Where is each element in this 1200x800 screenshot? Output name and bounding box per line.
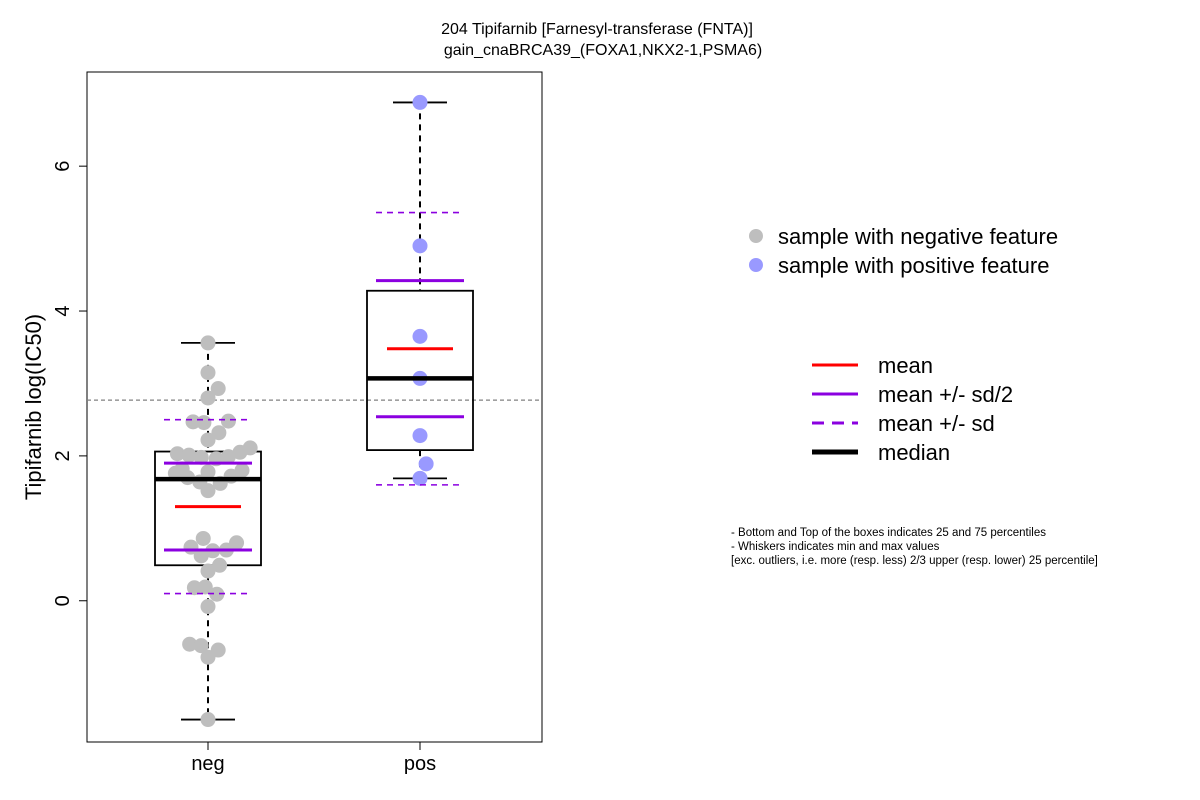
point-neg-25: [195, 530, 211, 546]
point-neg-13: [193, 449, 209, 465]
group-pos: [366, 94, 474, 486]
point-pos-4: [412, 428, 428, 444]
point-neg-2: [210, 381, 226, 397]
point-neg-8: [200, 432, 216, 448]
chart-title-line2: gain_cnaBRCA39_(FOXA1,NKX2-1,PSMA6): [444, 42, 762, 59]
point-neg-20: [234, 462, 250, 478]
legend-line-label-3: median: [878, 440, 950, 465]
point-neg-5: [196, 415, 212, 431]
point-pos-6: [412, 470, 428, 486]
point-neg-10: [232, 444, 248, 460]
point-neg-27: [193, 548, 209, 564]
point-neg-0: [200, 335, 216, 351]
point-neg-41: [200, 712, 216, 728]
point-neg-18: [200, 464, 216, 480]
y-tick-label-4: 4: [52, 305, 74, 316]
point-neg-6: [220, 413, 236, 429]
point-neg-11: [169, 446, 185, 462]
point-neg-3: [200, 390, 216, 406]
point-neg-33: [186, 580, 202, 596]
legend-line-label-2: mean +/- sd: [878, 411, 995, 436]
point-neg-38: [193, 638, 209, 654]
legend-marker-0: [749, 229, 763, 243]
footnotes: - Bottom and Top of the boxes indicates …: [731, 527, 1098, 567]
point-neg-7: [211, 425, 227, 441]
plot-layer: 0 2 4 6 neg pos: [52, 94, 542, 775]
legend-line-label-0: mean: [878, 353, 933, 378]
chart-title-line1: 204 Tipifarnib [Farnesyl-transferase (FN…: [441, 21, 753, 38]
legend-label-1: sample with positive feature: [778, 253, 1049, 278]
point-neg-31: [212, 557, 228, 573]
point-neg-4: [185, 414, 201, 430]
legend-line-label-1: mean +/- sd/2: [878, 382, 1013, 407]
point-neg-35: [209, 586, 225, 602]
point-neg-34: [197, 579, 213, 595]
footnote-1: - Whiskers indicates min and max values: [731, 541, 940, 553]
y-tick-label-0: 0: [52, 595, 74, 606]
y-axis-label: Tipifarnib log(IC50): [21, 314, 46, 500]
box-pos: [366, 289, 474, 451]
x-tick-label-pos: pos: [404, 753, 436, 775]
footnote-0: - Bottom and Top of the boxes indicates …: [731, 527, 1046, 539]
group-neg: [154, 335, 262, 728]
point-neg-40: [200, 649, 216, 665]
point-pos-1: [412, 238, 428, 254]
x-tick-label-neg: neg: [191, 753, 224, 775]
point-neg-12: [181, 447, 197, 463]
legend: sample with negative feature sample with …: [749, 224, 1058, 465]
plot-area-frame: [86, 71, 543, 743]
point-neg-24: [200, 483, 216, 499]
point-neg-1: [200, 365, 216, 381]
point-neg-36: [200, 599, 216, 615]
point-pos-2: [412, 328, 428, 344]
legend-marker-1: [749, 258, 763, 272]
point-pos-0: [412, 94, 428, 110]
point-pos-5: [418, 456, 434, 472]
footnote-2: [exc. outliers, i.e. more (resp. less) 2…: [731, 555, 1098, 567]
y-tick-label-6: 6: [52, 161, 74, 172]
point-neg-15: [220, 449, 236, 465]
y-tick-label-2: 2: [52, 450, 74, 461]
legend-label-0: sample with negative feature: [778, 224, 1058, 249]
point-neg-37: [182, 636, 198, 652]
point-neg-32: [200, 563, 216, 579]
point-neg-30: [229, 535, 245, 551]
